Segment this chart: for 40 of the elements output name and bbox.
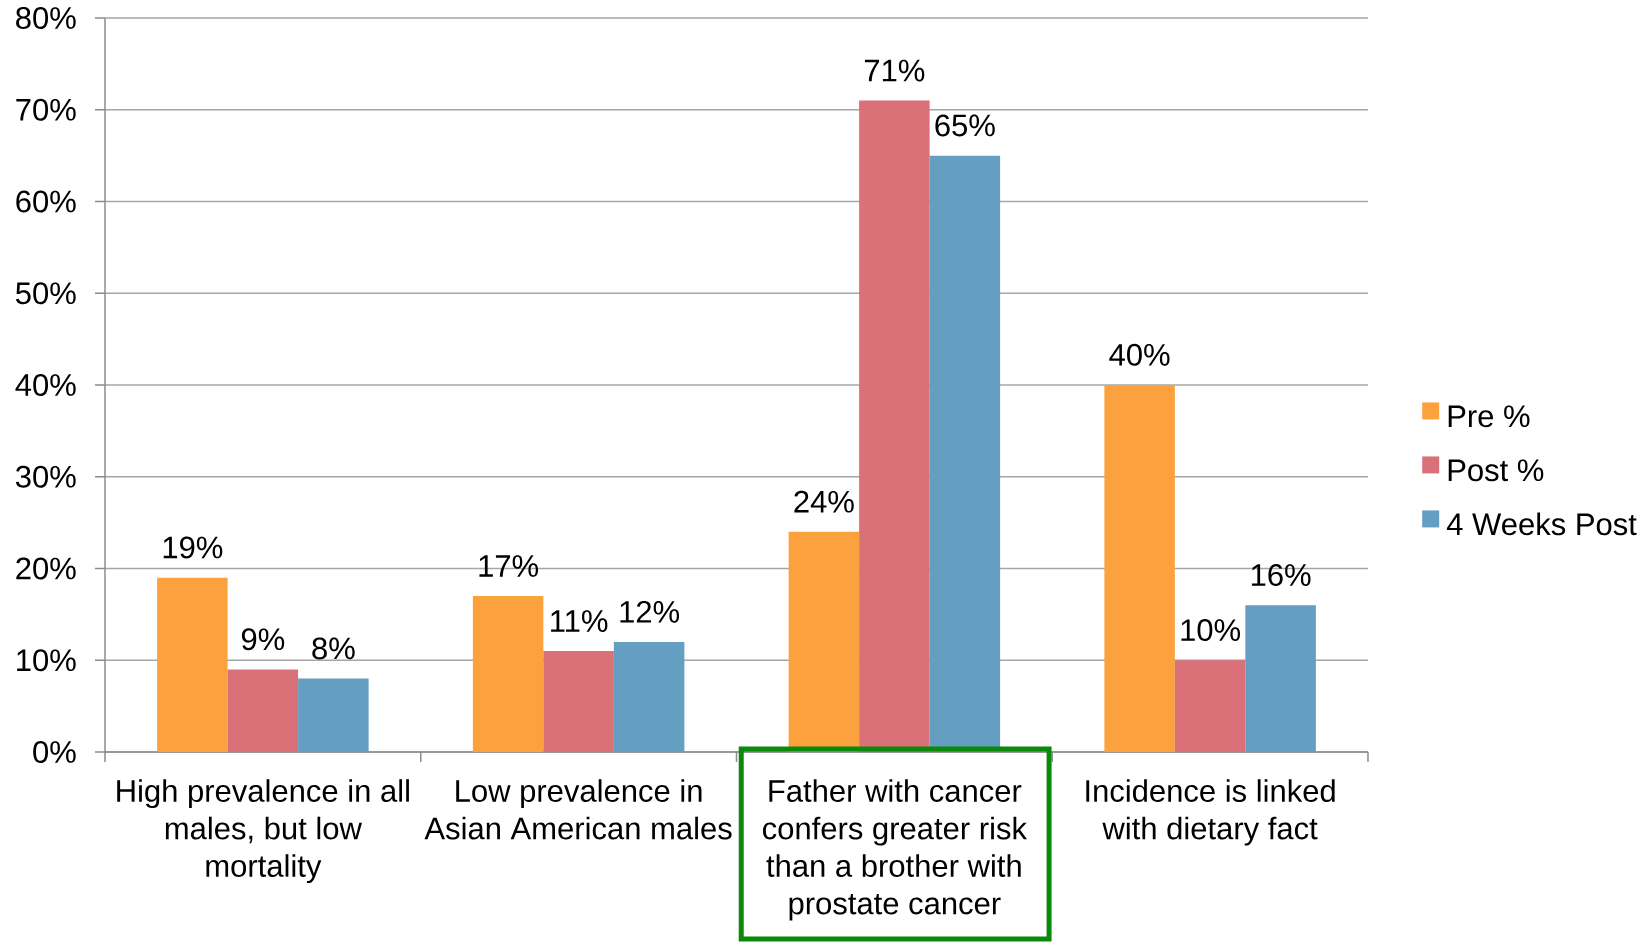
y-tick-label: 70% [16, 98, 76, 121]
y-tick-label: 80% [16, 7, 76, 29]
bar [543, 651, 614, 752]
legend-label: 4 Weeks Post [1446, 512, 1637, 536]
bar [157, 577, 228, 752]
data-label: 19% [163, 536, 223, 559]
legend-label: Post % [1448, 459, 1544, 482]
bar [859, 100, 930, 752]
bar [613, 641, 685, 752]
bar [1245, 605, 1316, 752]
data-label: 12% [620, 600, 680, 623]
bar [472, 596, 544, 752]
x-tick-label: Father with cancer confers greater risk than a brother with prostate cancer [763, 779, 1028, 921]
data-label: 16% [1251, 564, 1311, 586]
y-tick-label: 10% [17, 649, 76, 672]
legend-label: Pre % [1448, 405, 1530, 428]
data-label: 65% [935, 114, 995, 137]
data-label: 11% [551, 610, 608, 632]
y-tick-label: 0% [33, 741, 76, 763]
bar [1104, 385, 1175, 752]
y-tick-label: 30% [15, 465, 76, 488]
bar [929, 155, 1001, 752]
y-tick-label: 20% [16, 557, 76, 580]
data-label: 8% [312, 637, 355, 660]
data-label: 10% [1181, 619, 1241, 642]
data-label: 24% [794, 490, 854, 513]
bar [298, 678, 369, 752]
x-tick-label: High prevalence in all males, but low mortality [117, 779, 409, 884]
bar [1174, 660, 1246, 752]
data-label: 17% [479, 555, 539, 577]
y-tick-label: 50% [15, 282, 76, 305]
bar [227, 669, 299, 752]
x-tick-label: Incidence is linked with dietary fact [1086, 779, 1335, 846]
data-label: 71% [864, 59, 925, 82]
data-label: 9% [241, 628, 285, 651]
x-tick-label: Low prevalence in Asian American males [424, 779, 732, 840]
y-tick-label: 40% [15, 374, 76, 396]
data-label: 40% [1109, 343, 1170, 366]
y-tick-label: 60% [16, 190, 76, 213]
bar [788, 531, 860, 752]
